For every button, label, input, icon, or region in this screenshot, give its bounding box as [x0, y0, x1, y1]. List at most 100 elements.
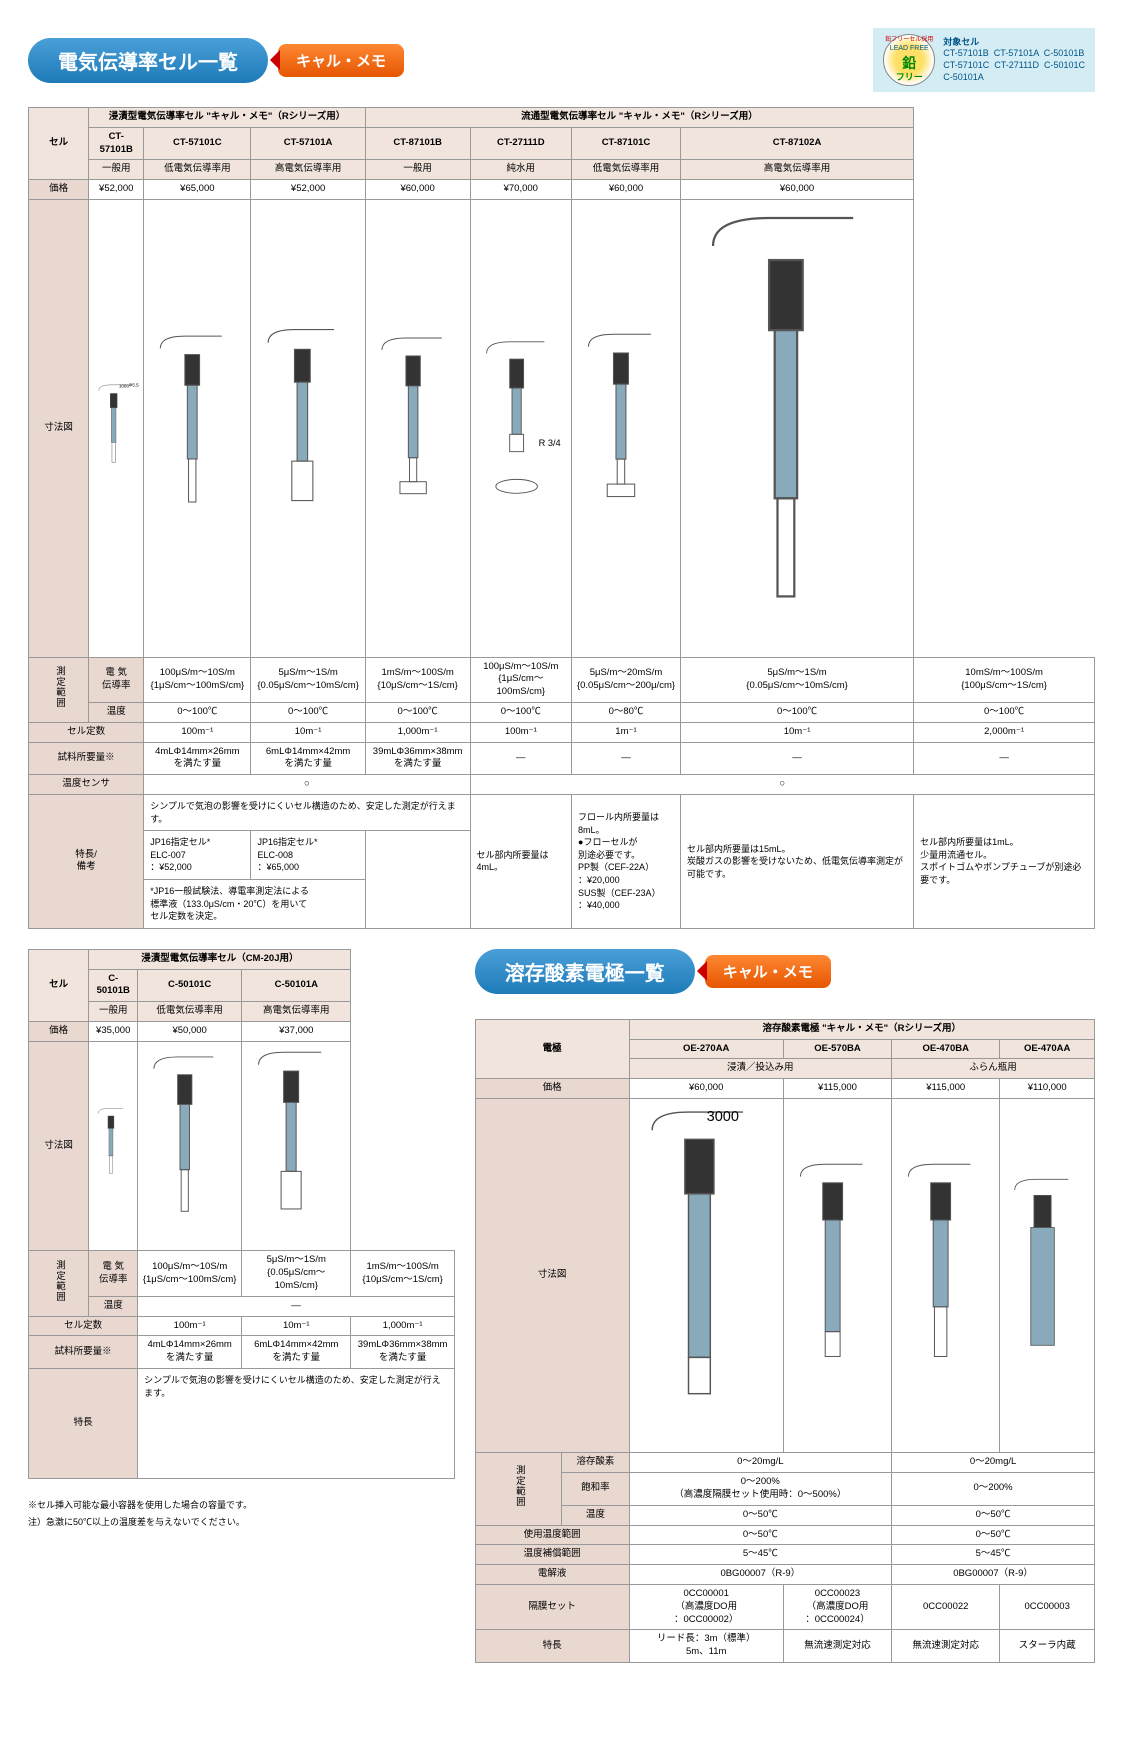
cond-range: 5μS/m～1S/m {0.05μS/cm～10mS/cm} [251, 657, 365, 702]
diagram [138, 1041, 242, 1251]
price: ¥52,000 [89, 180, 144, 200]
diagram: 3000 [629, 1099, 783, 1453]
price: ¥50,000 [138, 1022, 242, 1042]
model: CT-57101C [144, 127, 251, 160]
cond-range: 100μS/m～10S/m {1μS/cm～100mS/cm} [138, 1251, 242, 1296]
usage: 低電気伝導率用 [138, 1002, 242, 1022]
row-header-temp: 温度 [562, 1505, 629, 1525]
price: ¥35,000 [89, 1022, 138, 1042]
cond-range: 5μS/m～20mS/m {0.05μS/cm～200μ/cm} [572, 657, 681, 702]
price: ¥52,000 [251, 180, 365, 200]
lead-free-en: LEAD FREE [890, 44, 929, 53]
model: CT-27111D [470, 127, 572, 160]
row-header-diagram: 寸法図 [475, 1099, 629, 1453]
row-header-features: 特長/ 備考 [29, 795, 144, 929]
feature: セル部内所要量は1mL。 少量用流通セル。 スポイトゴムやポンプチューブが別途必… [914, 795, 1095, 929]
row-header-sample-req: 試料所要量※ [29, 742, 144, 775]
lead-free-info-box: 鉛フリーセル採用 LEAD FREE 鉛 フリー 対象セル CT-57101B … [873, 28, 1095, 92]
row-header-use-temp: 使用温度範囲 [475, 1525, 629, 1545]
diagram [251, 200, 365, 657]
cell-const: 10m⁻¹ [251, 722, 365, 742]
lead-free-icon: 鉛フリーセル採用 LEAD FREE 鉛 フリー [883, 34, 935, 86]
feature: スターラ内蔵 [1000, 1630, 1095, 1663]
diagram [892, 1099, 1000, 1453]
model: CT-87102A [680, 127, 913, 160]
row-header-membrane: 隔膜セット [475, 1584, 629, 1629]
temp-range: 0～80℃ [572, 702, 681, 722]
sat-range: 0～200% [892, 1473, 1095, 1506]
sample-req: 39mLΦ36mm×38mm を満たす量 [351, 1336, 454, 1369]
lead-free-free: フリー [896, 72, 923, 84]
diagram: R 3/4 [470, 200, 572, 657]
diagram [89, 1041, 138, 1251]
model: CT-57101B [89, 127, 144, 160]
footnote-1: ※セル挿入可能な最小容器を使用した場合の容量です。 [28, 1499, 455, 1512]
feature: リード長：3m（標準） 5m、11m [629, 1630, 783, 1663]
price: ¥70,000 [470, 180, 572, 200]
temp-range: 0～100℃ [365, 702, 470, 722]
usage: 浸漬／投込み用 [629, 1059, 892, 1079]
sat-range: 0～200% （高濃度隔膜セット使用時：0～500%） [629, 1473, 892, 1506]
row-header-price: 価格 [29, 1022, 89, 1042]
temp-range: 0～100℃ [470, 702, 572, 722]
temp-range: 0～100℃ [680, 702, 913, 722]
usage: 高電気伝導率用 [251, 160, 365, 180]
price: ¥115,000 [892, 1079, 1000, 1099]
lead-free-models: CT-57101B CT-57101A C-50101B CT-57101C C… [943, 48, 1085, 83]
price: ¥115,000 [783, 1079, 891, 1099]
temp-sensor: ○ [144, 775, 470, 795]
sample-req: 6mLΦ14mm×42mm を満たす量 [242, 1336, 351, 1369]
row-header-sample-req: 試料所要量※ [29, 1336, 138, 1369]
membrane: 0CC00003 [1000, 1584, 1095, 1629]
model: C-50101A [242, 969, 351, 1002]
use-temp: 0～50℃ [892, 1525, 1095, 1545]
row-header-sat: 飽和率 [562, 1473, 629, 1506]
row-header-range: 測定範囲 [475, 1453, 561, 1525]
cal-memo-badge: キャル・メモ [278, 44, 404, 77]
model: CT-87101C [572, 127, 681, 160]
usage: 一般用 [89, 1002, 138, 1022]
row-header-cell: セル [29, 949, 89, 1021]
diagram [365, 200, 470, 657]
sample-req: 6mLΦ14mm×42mm を満たす量 [251, 742, 365, 775]
cell-const: 1m⁻¹ [572, 722, 681, 742]
diagram: 1000Φ5.5 [89, 200, 144, 657]
row-header-comp-temp: 温度補償範囲 [475, 1545, 629, 1565]
membrane: 0CC00023 （高濃度DO用 ：0CC00024） [783, 1584, 891, 1629]
svg-text:3000: 3000 [706, 1109, 738, 1125]
price: ¥60,000 [365, 180, 470, 200]
usage: ふらん瓶用 [892, 1059, 1095, 1079]
row-header-cond: 電 気 伝導率 [89, 1251, 138, 1296]
temp-range: 0～100℃ [251, 702, 365, 722]
row-header-range: 測定範囲 [29, 657, 89, 722]
diagram [242, 1041, 351, 1251]
row-header-do: 溶存酸素 [562, 1453, 629, 1473]
temp-range: 0～100℃ [914, 702, 1095, 722]
cell-const: 100m⁻¹ [138, 1316, 242, 1336]
feature: シンプルで気泡の影響を受けにくいセル構造のため、安定した測定が行えます。 [144, 795, 470, 831]
do-range: 0～20mg/L [629, 1453, 892, 1473]
conductivity-cells-table-cm20j: セル 浸漬型電気伝導率セル（CM-20J用） C-50101B C-50101C… [28, 949, 455, 1479]
do-electrodes-table: 電極 溶存酸素電極 "キャル・メモ"（Rシリーズ用） OE-270AA OE-5… [475, 1019, 1095, 1663]
header-immersion-cm20j: 浸漬型電気伝導率セル（CM-20J用） [89, 949, 351, 969]
row-header-cell-const: セル定数 [29, 1316, 138, 1336]
row-header-features: 特長 [29, 1369, 138, 1479]
cell-const: 10m⁻¹ [242, 1316, 351, 1336]
electrolyte: 0BG00007（R-9） [892, 1565, 1095, 1585]
sample-req: 4mLΦ14mm×26mm を満たす量 [144, 742, 251, 775]
title-do-electrodes: 溶存酸素電極一覧 [475, 949, 695, 994]
sample-req: — [470, 742, 572, 775]
model: OE-470AA [1000, 1039, 1095, 1059]
diagram [680, 200, 913, 657]
conductivity-cells-table-r-series: セル 浸漬型電気伝導率セル "キャル・メモ"（Rシリーズ用） 流通型電気伝導率セ… [28, 107, 1095, 929]
sample-req: — [572, 742, 681, 775]
row-header-temp: 温度 [89, 702, 144, 722]
row-header-cell: セル [29, 108, 89, 180]
cell-const: 100m⁻¹ [470, 722, 572, 742]
feature: セル部内所要量は4mL。 [470, 795, 572, 929]
temp-sensor: ○ [470, 775, 1094, 795]
membrane: 0CC00022 [892, 1584, 1000, 1629]
model: C-50101B [89, 969, 138, 1002]
title-conductivity-cells: 電気伝導率セル一覧 [28, 38, 268, 83]
model: OE-270AA [629, 1039, 783, 1059]
